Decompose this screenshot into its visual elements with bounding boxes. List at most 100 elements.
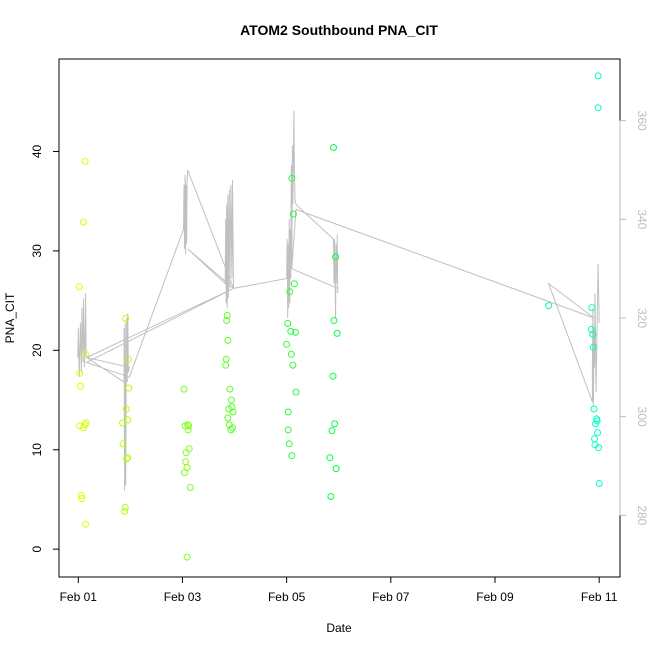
data-point	[329, 372, 337, 380]
data-point	[121, 507, 129, 515]
data-point	[594, 72, 602, 80]
data-point	[81, 157, 89, 165]
data-point	[283, 340, 291, 348]
data-point	[292, 328, 299, 336]
data-point	[82, 350, 90, 358]
data-point	[284, 426, 292, 434]
data-point	[284, 320, 292, 327]
x-axis: Feb 01 Feb 03 Feb 05 Feb 07 Feb 09 Feb 11	[60, 576, 618, 604]
chart-title: ATOM2 Southbound PNA_CIT	[240, 22, 438, 38]
data-point	[224, 336, 232, 344]
y-axis-right: 280 300 320 340 360	[619, 111, 649, 526]
data-point	[76, 369, 84, 377]
data-point	[185, 445, 193, 453]
data-point	[124, 454, 132, 462]
data-point	[182, 458, 190, 466]
series-line	[77, 110, 600, 491]
data-point	[224, 414, 232, 422]
data-point	[589, 343, 597, 351]
data-point	[223, 312, 231, 319]
x-axis-label: Date	[326, 621, 352, 635]
data-point	[332, 465, 340, 473]
x-tick-label: Feb 05	[268, 590, 306, 604]
x-tick-label: Feb 01	[60, 590, 98, 604]
point-series	[75, 72, 603, 561]
data-point	[227, 426, 235, 434]
data-point	[292, 388, 300, 396]
data-point	[288, 174, 296, 182]
data-point	[593, 417, 601, 425]
y-tick-label: 0	[30, 546, 44, 553]
data-point	[287, 350, 295, 358]
x-tick-label: Feb 09	[476, 590, 514, 604]
x-tick-label: Feb 07	[372, 590, 410, 604]
data-point	[185, 422, 193, 430]
data-point	[77, 492, 85, 499]
data-point	[222, 355, 230, 363]
data-point	[326, 454, 334, 462]
data-point	[124, 355, 132, 363]
data-point	[78, 495, 86, 502]
data-point	[594, 104, 602, 112]
data-point	[595, 444, 603, 452]
data-point	[184, 426, 192, 434]
data-point	[223, 317, 231, 324]
data-point	[545, 302, 553, 310]
data-point	[227, 396, 235, 404]
y-tick-label: 40	[30, 144, 44, 158]
data-point	[290, 280, 298, 288]
y2-tick-label: 300	[635, 407, 649, 427]
data-point	[330, 317, 338, 324]
data-point	[284, 408, 292, 416]
data-point	[229, 424, 236, 432]
y-tick-label: 30	[30, 244, 44, 258]
data-point	[589, 330, 597, 338]
data-point	[76, 382, 84, 390]
data-point	[286, 288, 294, 296]
data-point	[82, 520, 90, 528]
plot-frame	[58, 58, 621, 578]
data-point	[590, 405, 598, 413]
data-point	[184, 421, 192, 429]
y2-tick-label: 340	[635, 209, 649, 229]
data-point	[82, 419, 90, 427]
data-point	[122, 315, 130, 322]
data-point	[80, 218, 87, 226]
data-point	[183, 553, 191, 561]
data-point	[180, 385, 188, 393]
data-point	[327, 493, 335, 500]
data-point	[75, 283, 83, 291]
data-point	[119, 440, 127, 448]
data-point	[123, 455, 131, 463]
y-axis-left: 0 10 20 30 40	[30, 144, 60, 553]
data-point	[122, 405, 130, 413]
data-point	[591, 435, 598, 443]
y-tick-label: 20	[30, 343, 44, 357]
y2-tick-label: 280	[635, 505, 649, 525]
data-point	[328, 427, 336, 435]
data-point	[595, 480, 603, 487]
data-point	[226, 385, 234, 393]
data-point	[331, 420, 339, 428]
y-tick-label: 10	[30, 443, 44, 457]
x-tick-label: Feb 03	[164, 590, 202, 604]
data-point	[183, 464, 191, 472]
data-point	[229, 408, 237, 416]
x-tick-label: Feb 11	[581, 590, 618, 604]
data-point	[289, 210, 297, 218]
y2-tick-label: 360	[635, 111, 649, 131]
data-point	[125, 384, 133, 392]
y2-tick-label: 320	[635, 308, 649, 328]
data-point	[333, 329, 341, 337]
data-point	[228, 403, 236, 411]
data-point	[222, 361, 230, 369]
data-point	[330, 144, 337, 151]
data-point	[594, 429, 602, 437]
data-point	[76, 422, 84, 430]
data-point	[287, 327, 295, 335]
data-point	[288, 452, 296, 460]
data-point	[186, 484, 194, 491]
data-point	[124, 416, 132, 424]
data-point	[289, 361, 297, 369]
